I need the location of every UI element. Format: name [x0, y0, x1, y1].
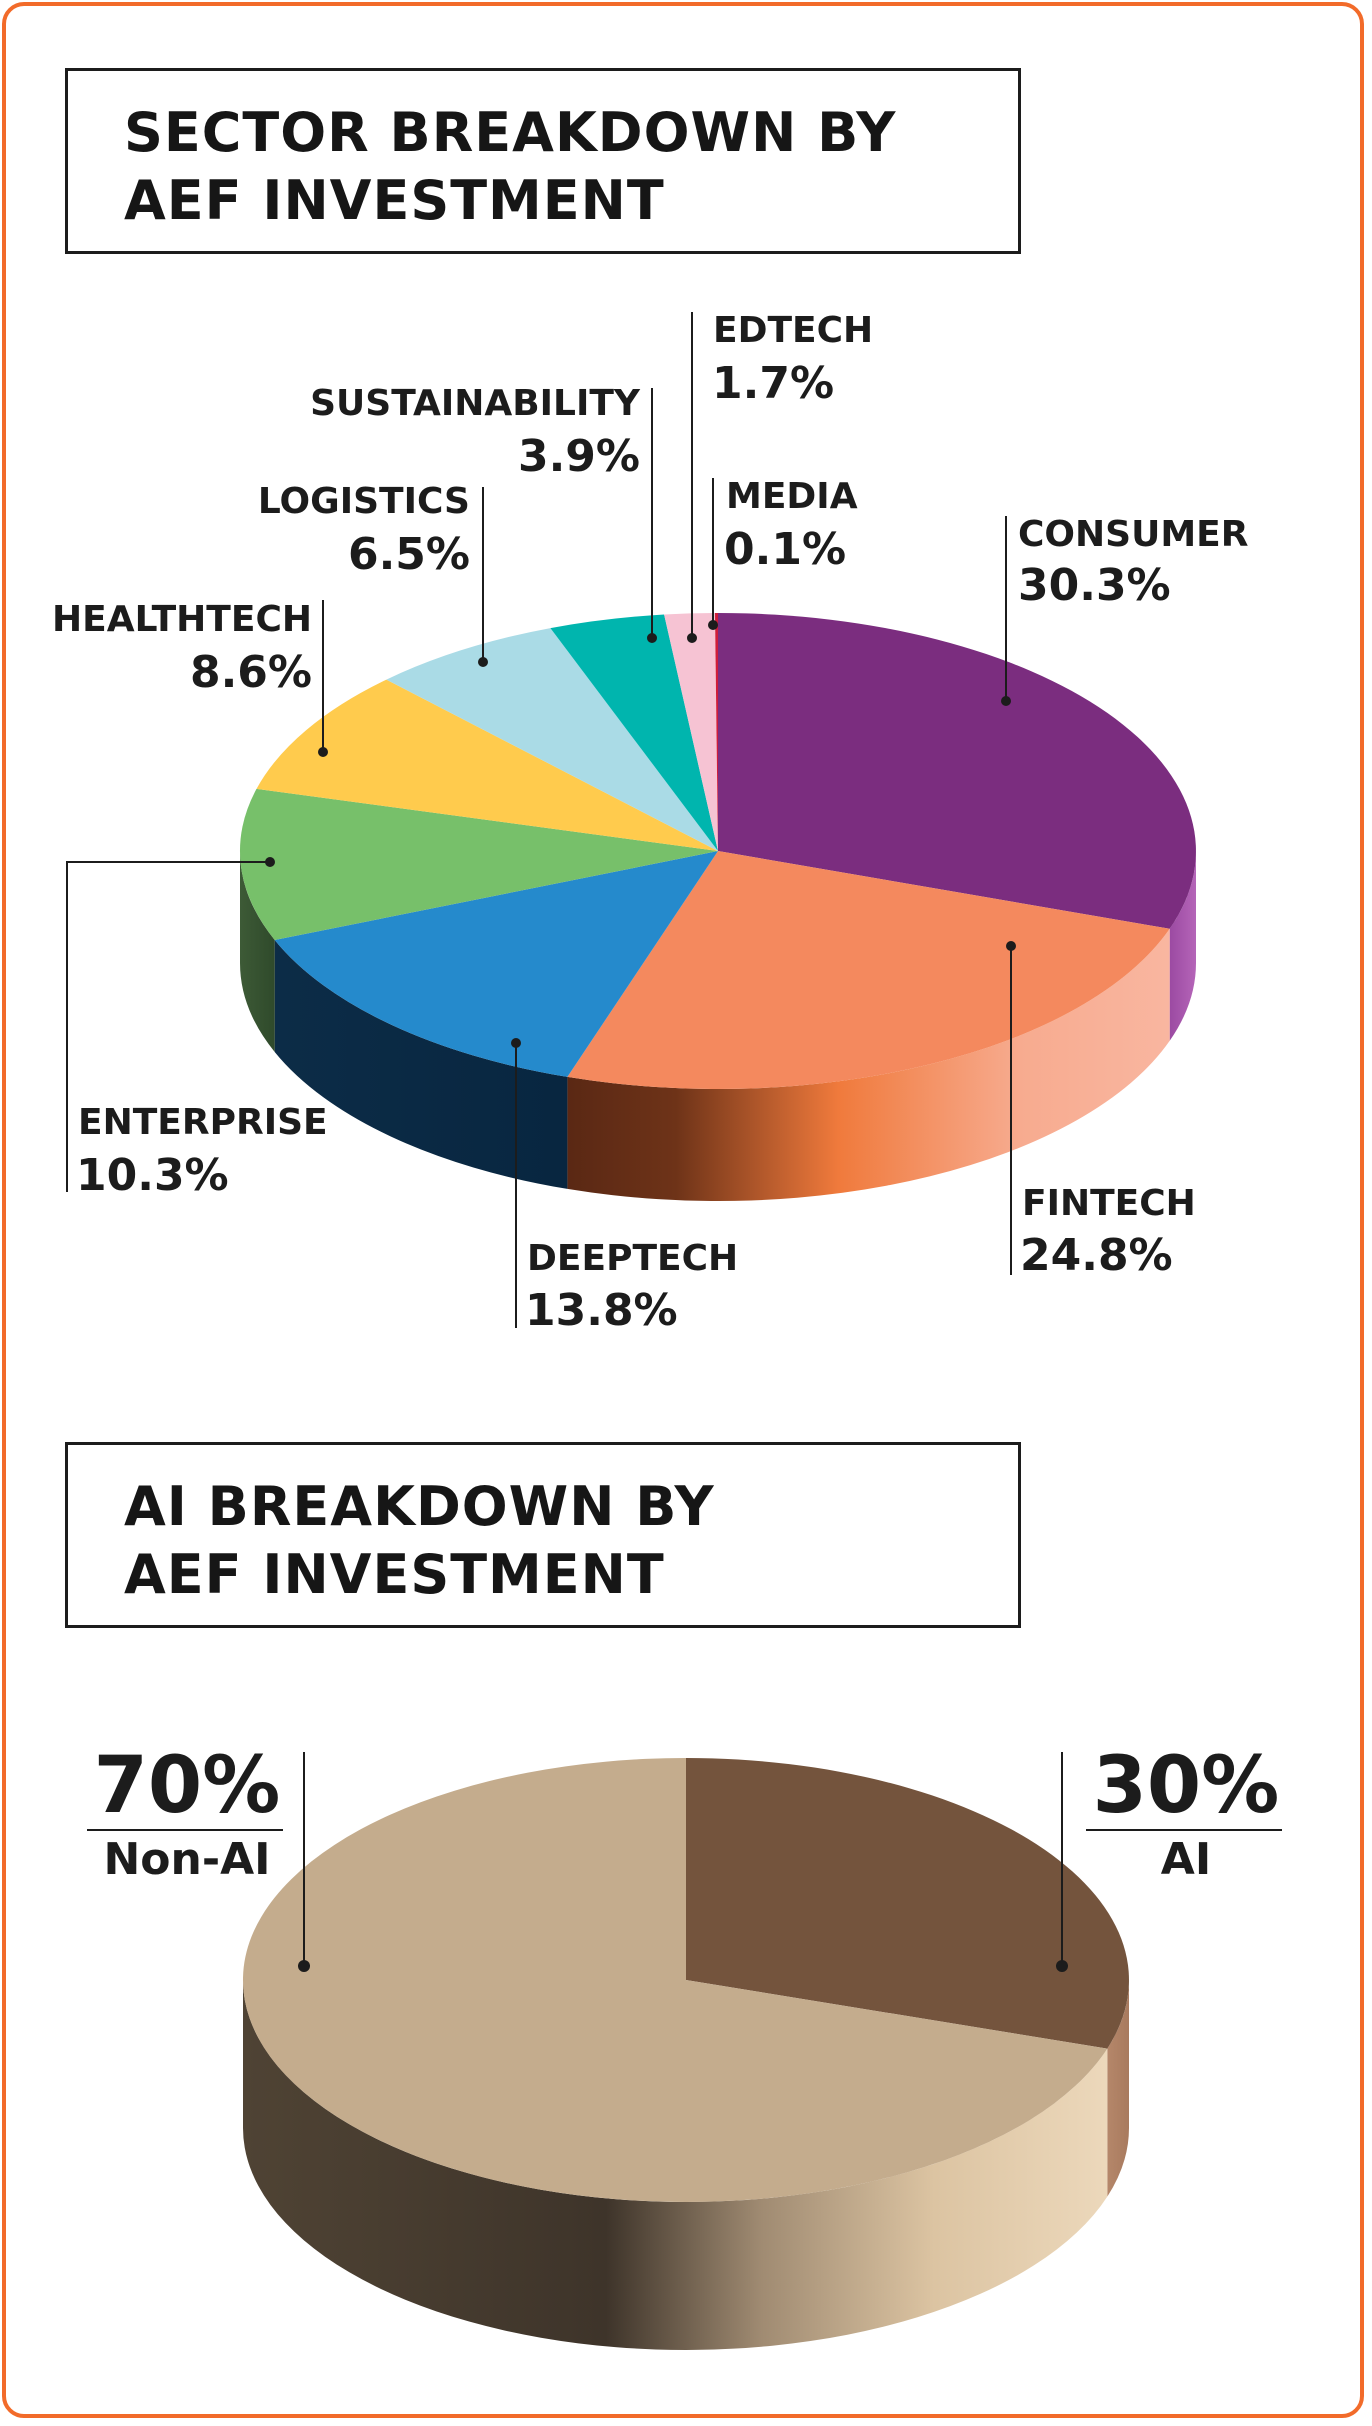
value-fintech: 24.8%	[1020, 1230, 1173, 1281]
leader-dot-logistics	[478, 657, 488, 667]
label-logistics: LOGISTICS	[258, 481, 470, 522]
value-healthtech: 8.6%	[190, 647, 312, 698]
leader-dot-media	[708, 620, 718, 630]
sector-pie	[239, 612, 1196, 1090]
label-deeptech: DEEPTECH	[527, 1238, 738, 1279]
sector-labels: CONSUMER 30.3% FINTECH 24.8% DEEPTECH 13…	[52, 310, 1248, 1336]
value-enterprise: 10.3%	[76, 1150, 229, 1201]
value-media: 0.1%	[724, 524, 846, 575]
leader-enterprise	[66, 861, 270, 1192]
ai-pie	[242, 1758, 1129, 2202]
leader-dot-enterprise	[265, 857, 275, 867]
sector-title-line-2: AEF INVESTMENT	[124, 169, 665, 232]
sector-title-box: SECTOR BREAKDOWN BY AEF INVESTMENT	[65, 68, 1021, 254]
leader-dot-sustainability	[647, 633, 657, 643]
pie-side-consumer	[1169, 851, 1196, 1041]
pie-side-fintech	[567, 928, 1170, 1202]
leader-dot-healthtech	[318, 747, 328, 757]
label-edtech: EDTECH	[713, 310, 873, 351]
leader-dot-fintech	[1006, 941, 1016, 951]
label-media: MEDIA	[726, 476, 858, 517]
pie-slice-consumer	[718, 613, 1196, 929]
pie-side-non-ai	[243, 1980, 1108, 2350]
value-ai: 30%	[1093, 1741, 1280, 1831]
pie-slice-enterprise	[239, 788, 719, 940]
pie-slice-deeptech	[274, 851, 718, 1077]
value-sustainability: 3.9%	[518, 431, 640, 482]
pie-slice-logistics	[386, 628, 718, 851]
ai-title-line-1: AI BREAKDOWN BY	[124, 1475, 715, 1538]
pie-slice-media	[715, 612, 718, 851]
ai-labels: 70% Non-AI 30% AI	[94, 1741, 1280, 1885]
leader-dot-edtech	[687, 633, 697, 643]
value-non-ai: 70%	[94, 1741, 281, 1831]
value-deeptech: 13.8%	[525, 1285, 678, 1336]
leader-dot-non-ai	[298, 1960, 310, 1972]
sector-leader-lines	[66, 312, 1012, 1328]
pie-slice-sustainability	[550, 614, 718, 851]
leader-dot-consumer	[1001, 696, 1011, 706]
label-consumer: CONSUMER	[1018, 514, 1248, 555]
label-non-ai: Non-AI	[103, 1834, 270, 1885]
ai-title-box: AI BREAKDOWN BY AEF INVESTMENT	[65, 1442, 1021, 1628]
label-healthtech: HEALTHTECH	[52, 599, 312, 640]
pie-side-enterprise	[240, 851, 275, 1052]
pie-slice-non-ai	[242, 1758, 1108, 2202]
value-edtech: 1.7%	[712, 358, 834, 409]
ai-leader-lines	[87, 1752, 1282, 1966]
sector-pie-sides	[240, 851, 1196, 1202]
pie-side-deeptech	[274, 940, 568, 1189]
pie-side-ai	[1107, 1980, 1129, 2197]
ai-leader-dots	[298, 1960, 1068, 1972]
ai-title-line-2: AEF INVESTMENT	[124, 1543, 665, 1606]
label-ai: AI	[1161, 1834, 1211, 1885]
pie-slice-ai	[686, 1758, 1129, 2049]
pie-slice-fintech	[567, 851, 1170, 1090]
pie-slice-edtech	[664, 613, 718, 851]
leader-dot-ai	[1056, 1960, 1068, 1972]
pie-slice-healthtech	[256, 679, 718, 851]
label-enterprise: ENTERPRISE	[78, 1102, 328, 1143]
label-sustainability: SUSTAINABILITY	[310, 383, 641, 424]
sector-title-line-1: SECTOR BREAKDOWN BY	[124, 101, 897, 164]
value-consumer: 30.3%	[1018, 560, 1171, 611]
ai-pie-sides	[243, 1980, 1129, 2350]
sector-leader-dots	[265, 620, 1016, 1048]
label-fintech: FINTECH	[1022, 1183, 1196, 1224]
leader-dot-deeptech	[511, 1038, 521, 1048]
value-logistics: 6.5%	[348, 529, 470, 580]
